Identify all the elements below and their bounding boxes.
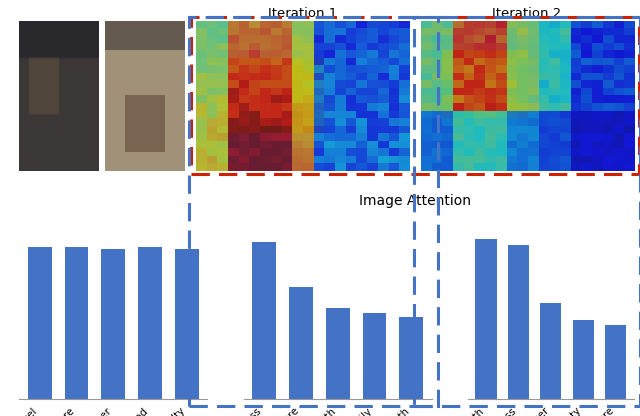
Bar <box>326 308 349 399</box>
Bar <box>540 303 561 399</box>
Title: Iteration 1: Iteration 1 <box>268 7 337 20</box>
Bar <box>508 245 529 399</box>
Bar <box>399 317 423 399</box>
Bar <box>252 242 276 399</box>
Bar <box>362 313 387 399</box>
Title: Iteration 2: Iteration 2 <box>492 7 562 20</box>
Bar <box>289 287 313 399</box>
Bar <box>101 249 125 399</box>
Bar <box>476 239 497 399</box>
Bar <box>28 247 52 399</box>
Text: Image Attention: Image Attention <box>358 194 470 208</box>
Bar <box>65 247 88 399</box>
Bar <box>175 249 199 399</box>
Bar <box>573 320 594 399</box>
Bar <box>605 325 626 399</box>
Bar <box>138 247 162 399</box>
